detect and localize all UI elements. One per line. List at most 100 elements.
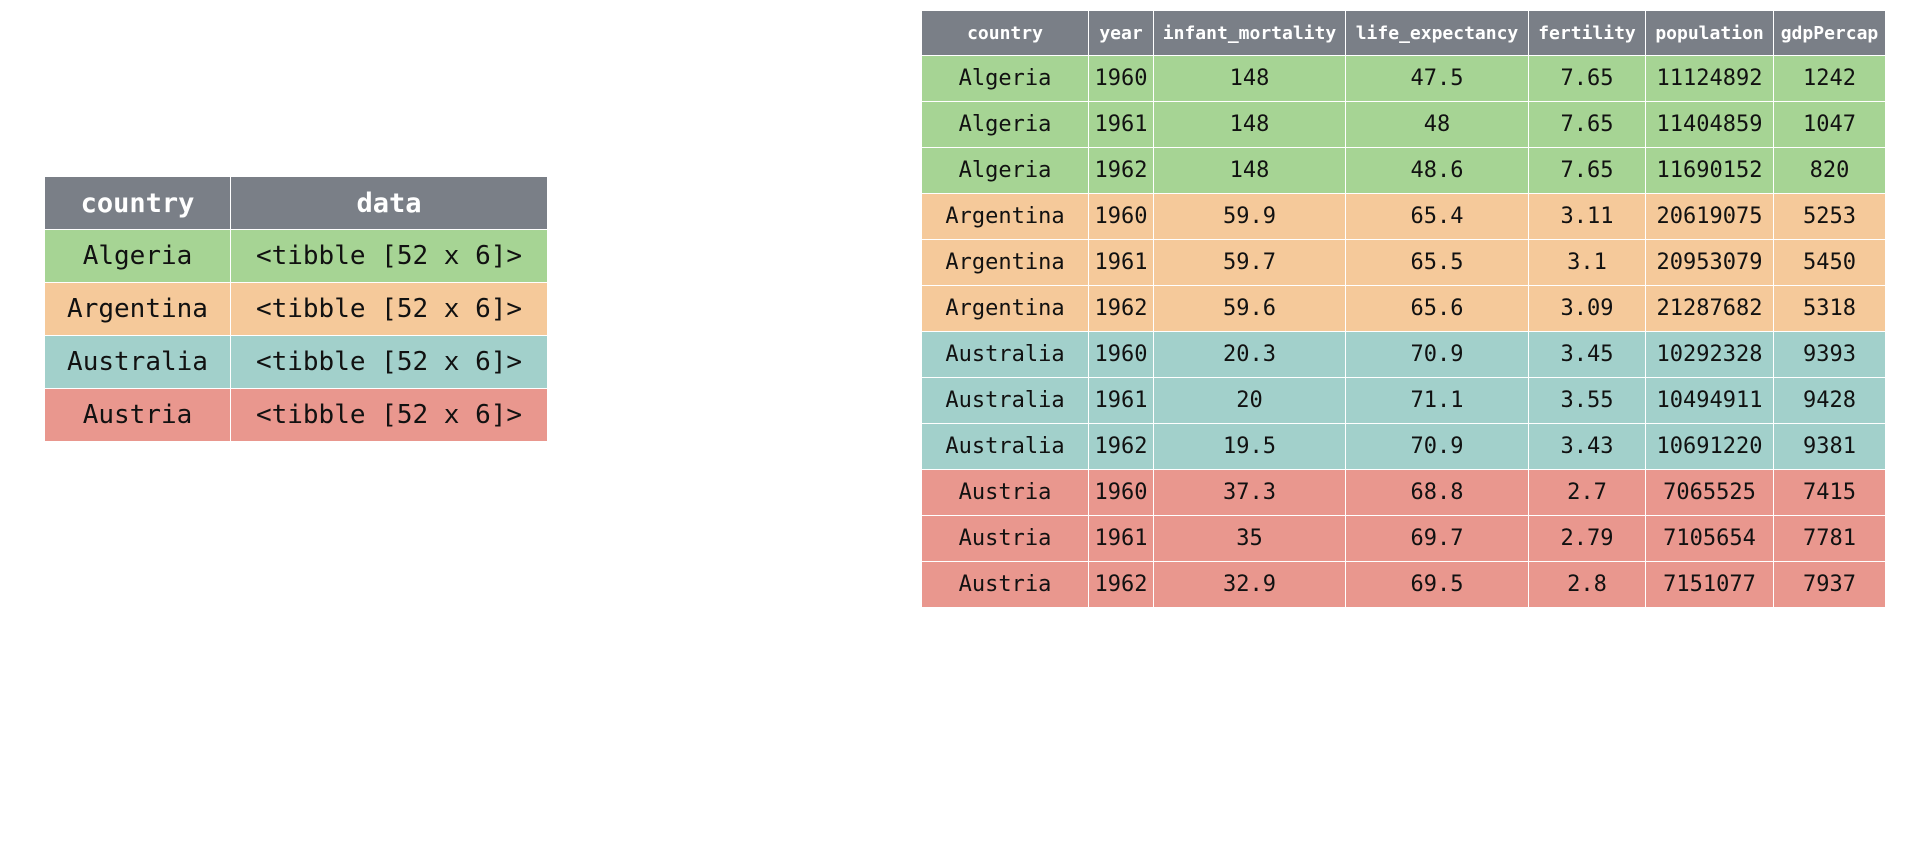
unnested-cell-infant-mortality: 20.3 — [1153, 331, 1346, 378]
unnested-cell-fertility: 2.7 — [1528, 469, 1646, 516]
unnested-cell-gdppercap: 820 — [1773, 147, 1886, 194]
unnested-header-row: country year infant_mortality life_expectan… — [921, 10, 1886, 56]
unnested-header-infant-mortality: infant_mortality — [1153, 10, 1346, 56]
unnested-cell-year: 1960 — [1088, 193, 1154, 240]
unnested-cell-year: 1960 — [1088, 55, 1154, 102]
unnested-cell-population: 20953079 — [1645, 239, 1774, 286]
unnested-cell-country: Argentina — [921, 193, 1089, 240]
unnested-cell-life-expectancy: 68.8 — [1345, 469, 1529, 516]
unnested-cell-year: 1962 — [1088, 561, 1154, 608]
unnested-cell-life-expectancy: 65.5 — [1345, 239, 1529, 286]
unnested-cell-year: 1962 — [1088, 423, 1154, 470]
unnested-cell-fertility: 7.65 — [1528, 147, 1646, 194]
unnested-cell-infant-mortality: 37.3 — [1153, 469, 1346, 516]
unnested-cell-infant-mortality: 59.7 — [1153, 239, 1346, 286]
unnested-cell-life-expectancy: 69.7 — [1345, 515, 1529, 562]
nested-row-australia: Australia <tibble [52 x 6]> — [44, 335, 548, 389]
unnested-cell-population: 11124892 — [1645, 55, 1774, 102]
unnested-cell-country: Austria — [921, 469, 1089, 516]
unnested-cell-year: 1962 — [1088, 147, 1154, 194]
unnested-cell-population: 21287682 — [1645, 285, 1774, 332]
unnested-cell-year: 1961 — [1088, 515, 1154, 562]
unnested-cell-life-expectancy: 70.9 — [1345, 331, 1529, 378]
unnested-cell-life-expectancy: 48.6 — [1345, 147, 1529, 194]
unnested-cell-gdppercap: 7937 — [1773, 561, 1886, 608]
unnested-cell-country: Australia — [921, 331, 1089, 378]
unnested-cell-population: 10691220 — [1645, 423, 1774, 470]
nested-row-algeria: Algeria <tibble [52 x 6]> — [44, 229, 548, 283]
unnested-cell-year: 1960 — [1088, 469, 1154, 516]
nested-row-argentina: Argentina <tibble [52 x 6]> — [44, 282, 548, 336]
unnested-cell-fertility: 3.45 — [1528, 331, 1646, 378]
unnested-cell-gdppercap: 1242 — [1773, 55, 1886, 102]
unnested-cell-population: 7105654 — [1645, 515, 1774, 562]
unnested-cell-population: 7065525 — [1645, 469, 1774, 516]
unnested-cell-population: 20619075 — [1645, 193, 1774, 240]
unnested-cell-infant-mortality: 20 — [1153, 377, 1346, 424]
nested-cell-country: Argentina — [44, 282, 231, 336]
unnested-cell-year: 1960 — [1088, 331, 1154, 378]
unnested-cell-year: 1962 — [1088, 285, 1154, 332]
nested-cell-data: <tibble [52 x 6]> — [230, 229, 548, 283]
unnested-cell-infant-mortality: 35 — [1153, 515, 1346, 562]
nested-cell-data: <tibble [52 x 6]> — [230, 282, 548, 336]
unnested-cell-gdppercap: 5450 — [1773, 239, 1886, 286]
unnested-cell-country: Australia — [921, 377, 1089, 424]
unnested-cell-life-expectancy: 70.9 — [1345, 423, 1529, 470]
unnested-cell-population: 10292328 — [1645, 331, 1774, 378]
unnested-cell-life-expectancy: 65.6 — [1345, 285, 1529, 332]
nested-header-country: country — [44, 176, 231, 230]
unnested-header-year: year — [1088, 10, 1154, 56]
nested-header-row: country data — [44, 176, 548, 230]
unnested-cell-fertility: 3.55 — [1528, 377, 1646, 424]
unnested-header-fertility: fertility — [1528, 10, 1646, 56]
unnested-cell-infant-mortality: 148 — [1153, 101, 1346, 148]
unnested-cell-infant-mortality: 32.9 — [1153, 561, 1346, 608]
unnested-row: Algeria 1961 148 48 7.65 11404859 1047 — [921, 101, 1886, 148]
unnested-cell-fertility: 7.65 — [1528, 101, 1646, 148]
unnested-cell-country: Algeria — [921, 101, 1089, 148]
unnested-row: Algeria 1960 148 47.5 7.65 11124892 1242 — [921, 55, 1886, 102]
unnested-cell-country: Algeria — [921, 147, 1089, 194]
unnested-row: Argentina 1960 59.9 65.4 3.11 20619075 5253 — [921, 193, 1886, 240]
unnested-cell-gdppercap: 7415 — [1773, 469, 1886, 516]
unnested-cell-fertility: 3.11 — [1528, 193, 1646, 240]
unnested-cell-fertility: 3.09 — [1528, 285, 1646, 332]
unnested-cell-life-expectancy: 47.5 — [1345, 55, 1529, 102]
unnested-header-gdppercap: gdpPercap — [1773, 10, 1886, 56]
unnested-cell-fertility: 3.1 — [1528, 239, 1646, 286]
unnested-cell-country: Argentina — [921, 285, 1089, 332]
nested-cell-country: Austria — [44, 388, 231, 442]
unnested-cell-gdppercap: 9381 — [1773, 423, 1886, 470]
nested-cell-country: Australia — [44, 335, 231, 389]
unnested-cell-country: Austria — [921, 515, 1089, 562]
unnested-cell-year: 1961 — [1088, 101, 1154, 148]
unnested-cell-year: 1961 — [1088, 239, 1154, 286]
unnested-header-country: country — [921, 10, 1089, 56]
nested-table: country data Algeria <tibble [52 x 6]> Arg… — [44, 176, 548, 442]
unnested-cell-population: 10494911 — [1645, 377, 1774, 424]
unnested-cell-population: 11690152 — [1645, 147, 1774, 194]
unnested-row: Austria 1961 35 69.7 2.79 7105654 7781 — [921, 515, 1886, 562]
unnested-cell-infant-mortality: 59.6 — [1153, 285, 1346, 332]
unnested-cell-infant-mortality: 148 — [1153, 55, 1346, 102]
unnested-cell-population: 7151077 — [1645, 561, 1774, 608]
unnested-row: Austria 1962 32.9 69.5 2.8 7151077 7937 — [921, 561, 1886, 608]
unnested-cell-gdppercap: 5253 — [1773, 193, 1886, 240]
unnested-cell-infant-mortality: 19.5 — [1153, 423, 1346, 470]
unnested-cell-gdppercap: 9428 — [1773, 377, 1886, 424]
unnested-cell-life-expectancy: 71.1 — [1345, 377, 1529, 424]
unnested-row: Argentina 1962 59.6 65.6 3.09 21287682 5318 — [921, 285, 1886, 332]
unnested-row: Algeria 1962 148 48.6 7.65 11690152 820 — [921, 147, 1886, 194]
nested-cell-data: <tibble [52 x 6]> — [230, 388, 548, 442]
unnested-cell-gdppercap: 1047 — [1773, 101, 1886, 148]
unnested-cell-fertility: 7.65 — [1528, 55, 1646, 102]
unnested-cell-life-expectancy: 65.4 — [1345, 193, 1529, 240]
unnested-cell-year: 1961 — [1088, 377, 1154, 424]
unnested-cell-country: Australia — [921, 423, 1089, 470]
unnested-table: country year infant_mortality life_expectan… — [921, 10, 1886, 608]
unnested-row: Australia 1961 20 71.1 3.55 10494911 9428 — [921, 377, 1886, 424]
unnested-cell-gdppercap: 9393 — [1773, 331, 1886, 378]
nested-row-austria: Austria <tibble [52 x 6]> — [44, 388, 548, 442]
unnested-cell-fertility: 2.8 — [1528, 561, 1646, 608]
